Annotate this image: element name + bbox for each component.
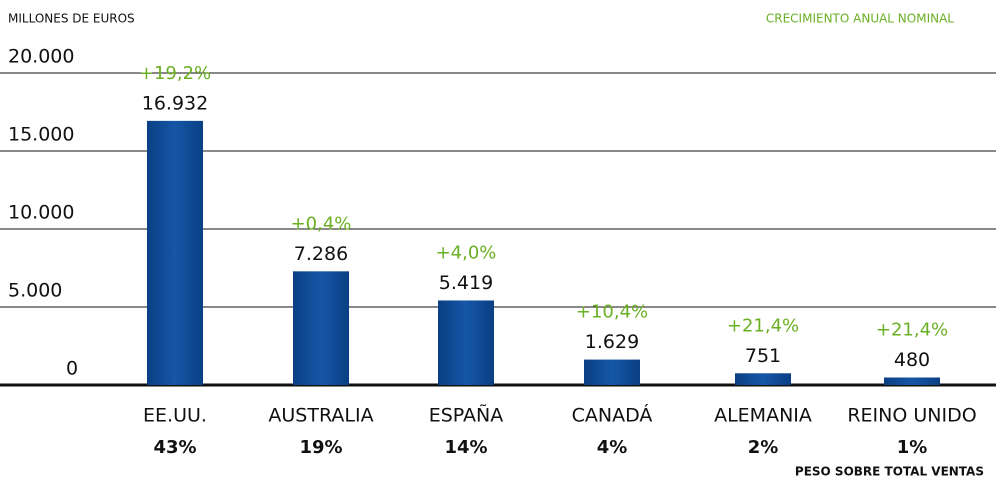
growth-label: +10,4% <box>576 302 648 323</box>
x-tick-label: AUSTRALIA <box>268 405 373 427</box>
bar <box>584 359 640 385</box>
x-tick-label: EE.UU. <box>143 405 207 427</box>
share-caption: PESO SOBRE TOTAL VENTAS <box>795 465 984 479</box>
x-tick-label: ALEMANIA <box>714 405 812 427</box>
y-tick-label: 0 <box>66 358 78 380</box>
x-tick-label: ESPAÑA <box>429 404 504 427</box>
share-label: 1% <box>897 437 928 458</box>
share-label: 43% <box>153 437 196 458</box>
y-tick-label: 10.000 <box>8 202 74 224</box>
growth-label: +19,2% <box>139 63 211 84</box>
bar <box>147 120 203 385</box>
share-label: 4% <box>597 437 628 458</box>
y-tick-label: 5.000 <box>8 280 62 302</box>
unit-label: MILLONES DE EUROS <box>8 12 135 26</box>
value-label: 7.286 <box>294 243 348 265</box>
share-label: 19% <box>299 437 342 458</box>
bar <box>735 373 791 385</box>
growth-label: +21,4% <box>727 315 799 336</box>
value-label: 1.629 <box>585 331 639 353</box>
bar <box>438 300 494 385</box>
growth-label: +4,0% <box>436 242 497 263</box>
bar <box>293 271 349 385</box>
y-tick-label: 20.000 <box>8 46 74 68</box>
value-label: 16.932 <box>142 92 208 114</box>
value-label: 751 <box>745 345 781 367</box>
y-tick-label: 15.000 <box>8 124 74 146</box>
value-label: 480 <box>894 349 930 371</box>
growth-caption: CRECIMIENTO ANUAL NOMINAL <box>766 12 954 26</box>
growth-label: +21,4% <box>876 320 948 341</box>
share-label: 2% <box>748 437 779 458</box>
x-tick-label: CANADÁ <box>572 404 653 427</box>
growth-label: +0,4% <box>291 213 352 234</box>
bar <box>884 377 940 385</box>
share-label: 14% <box>444 437 487 458</box>
x-tick-label: REINO UNIDO <box>847 405 976 427</box>
value-label: 5.419 <box>439 272 493 294</box>
